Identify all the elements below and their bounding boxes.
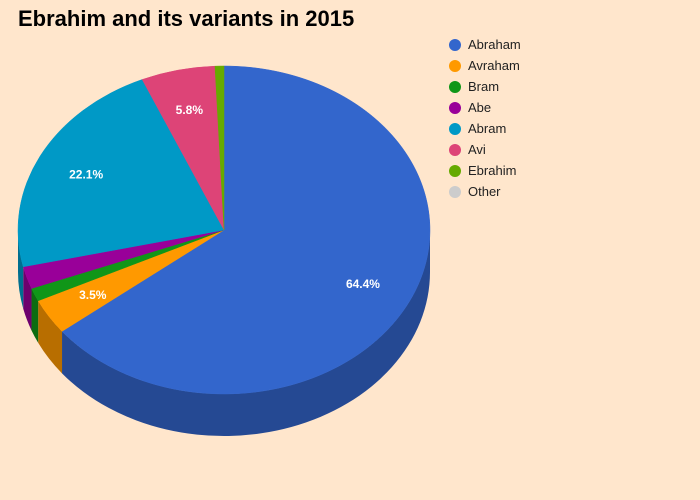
legend-label-avraham: Avraham xyxy=(468,58,520,73)
pie-label-avi: 5.8% xyxy=(176,103,204,117)
legend-label-ebrahim: Ebrahim xyxy=(468,163,517,178)
legend-label-bram: Bram xyxy=(468,79,500,94)
pie-side-bram xyxy=(31,288,39,343)
legend-swatch-avi xyxy=(449,143,461,156)
pie-side-avraham xyxy=(38,300,63,374)
chart-title: Ebrahim and its variants in 2015 xyxy=(18,6,355,31)
legend-swatch-bram xyxy=(449,80,461,93)
pie-slice-abram[interactable] xyxy=(17,79,225,268)
pie-label-avraham: 3.5% xyxy=(79,288,107,302)
legend-swatch-avraham xyxy=(449,59,461,72)
legend-swatch-abe xyxy=(449,101,461,114)
legend-item-ebrahim[interactable]: Ebrahim xyxy=(449,160,521,181)
legend-swatch-abraham xyxy=(449,38,461,51)
pie-slice-abraham[interactable] xyxy=(61,65,431,395)
legend-label-abraham: Abraham xyxy=(468,37,521,52)
legend-swatch-ebrahim xyxy=(449,164,461,177)
legend-item-other[interactable]: Other xyxy=(449,181,521,202)
legend-label-abe: Abe xyxy=(468,100,492,115)
legend: Abraham Avraham Bram Abe Abram Avi Ebrahim Othe… xyxy=(449,34,521,202)
legend-swatch-other xyxy=(449,185,461,198)
legend-label-abram: Abram xyxy=(468,121,507,136)
pie-side-abe xyxy=(23,266,32,331)
legend-label-other: Other xyxy=(468,184,501,199)
legend-item-abe[interactable]: Abe xyxy=(449,97,521,118)
legend-item-abraham[interactable]: Abraham xyxy=(449,34,521,55)
pie-slice-ebrahim[interactable] xyxy=(214,65,225,231)
pie-label-abraham: 64.4% xyxy=(346,277,380,291)
pie-label-abram: 22.1% xyxy=(69,168,103,182)
legend-swatch-abram xyxy=(449,122,461,135)
legend-item-avi[interactable]: Avi xyxy=(449,139,521,160)
legend-item-abram[interactable]: Abram xyxy=(449,118,521,139)
legend-label-avi: Avi xyxy=(468,142,486,157)
legend-item-avraham[interactable]: Avraham xyxy=(449,55,521,76)
legend-item-bram[interactable]: Bram xyxy=(449,76,521,97)
